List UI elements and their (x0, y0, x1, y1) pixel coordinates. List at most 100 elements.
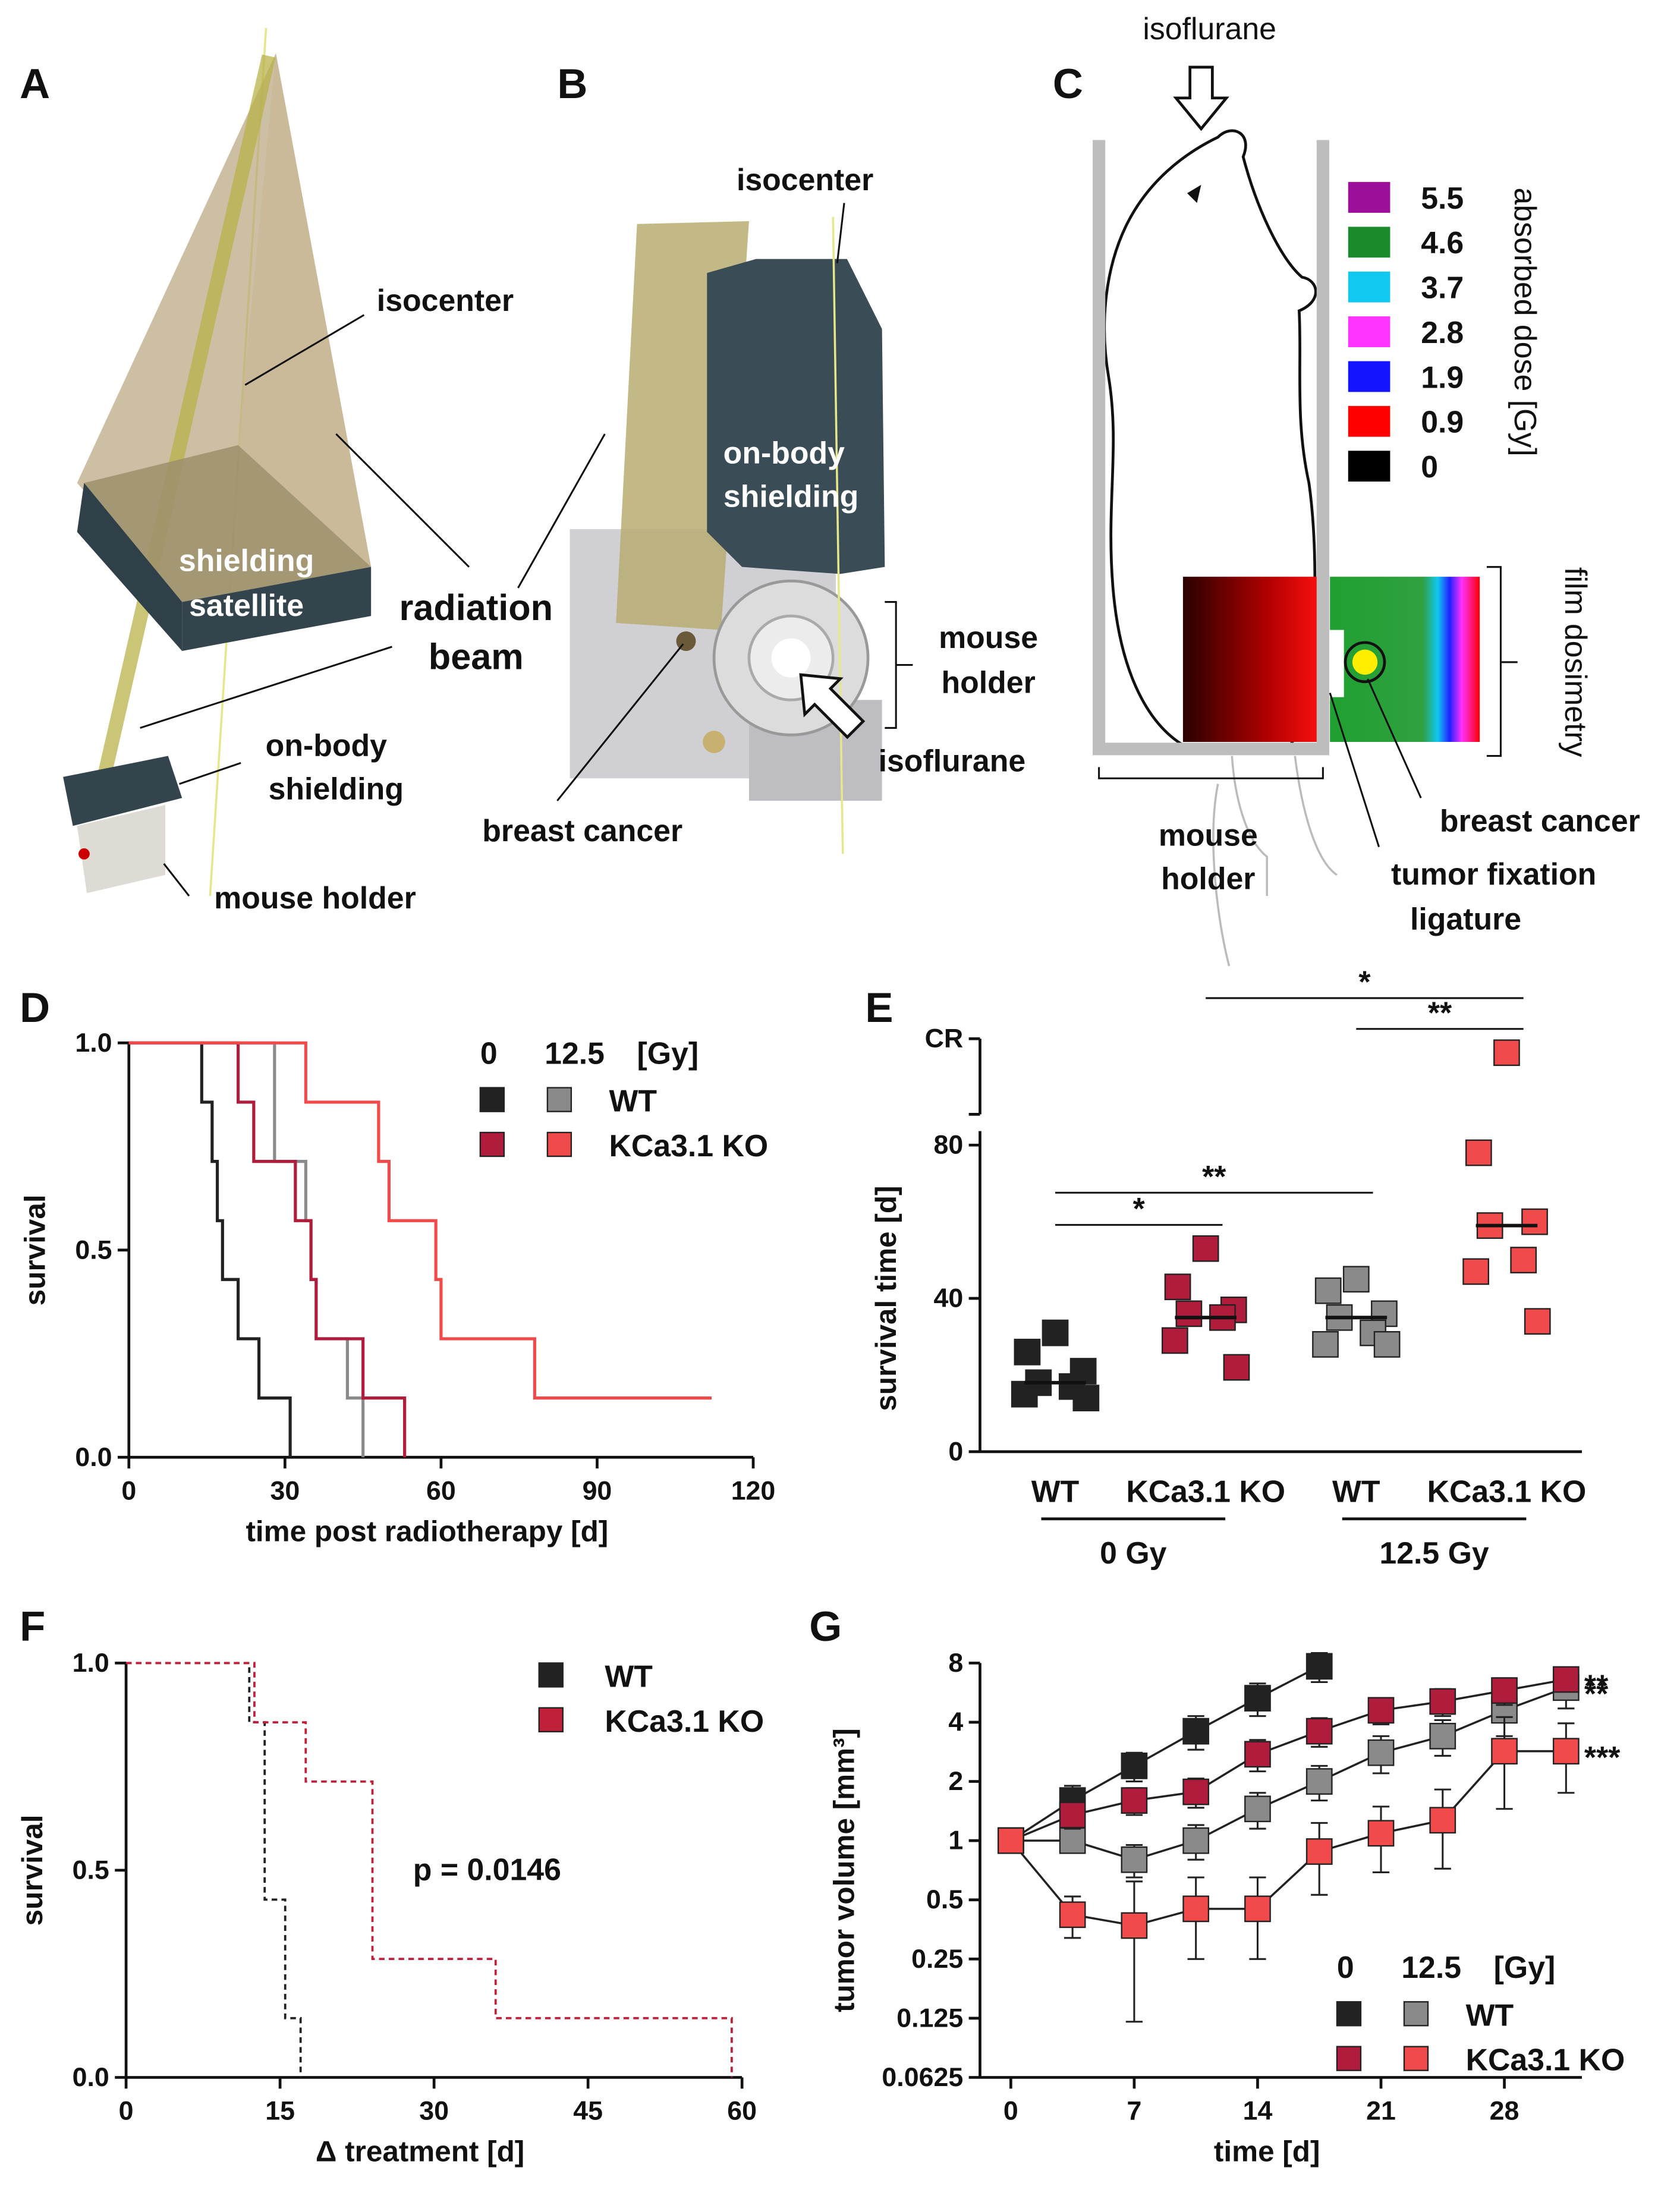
panel-label: A (20, 60, 50, 107)
beam-pyramid-face (238, 53, 372, 567)
x-tick-label: 0 (1003, 2096, 1018, 2125)
legend-swatch (1403, 2001, 1429, 2027)
point (1491, 1738, 1518, 1765)
point (1367, 1697, 1395, 1724)
y-tick-label: 0.5 (75, 1235, 112, 1264)
legend-label: 1.9 (1421, 360, 1464, 394)
mouse-eye (1187, 184, 1201, 203)
point (1367, 1739, 1395, 1766)
legend-swatch (479, 1087, 505, 1112)
label: mouse holder (214, 880, 416, 915)
legend-label: KCa3.1 KO (605, 1704, 764, 1738)
growth-line (1011, 1687, 1566, 1861)
label: satellite (189, 588, 304, 622)
legend-swatch (1403, 2046, 1429, 2071)
label: breast cancer (1440, 804, 1640, 838)
point (1182, 1895, 1210, 1923)
panel-label: F (20, 1603, 45, 1650)
legend-swatch (1348, 451, 1390, 482)
panel-label: B (557, 60, 587, 107)
point (1121, 1912, 1148, 1939)
legend-label: 3.7 (1421, 270, 1464, 305)
point (1312, 1331, 1339, 1358)
legend-label: WT (605, 1659, 653, 1693)
survival-curve (128, 1041, 712, 1400)
point (1244, 1895, 1271, 1923)
survival-curve (128, 1041, 365, 1458)
label: on-body (723, 435, 845, 470)
legend-header: 0 (1337, 1950, 1354, 1984)
film-right (1330, 577, 1480, 743)
point (1121, 1753, 1148, 1779)
film-left (1182, 577, 1323, 743)
mouse-holder-c (1093, 140, 1329, 756)
panel-label: D (20, 984, 50, 1031)
y-tick-label: 80 (933, 1131, 963, 1160)
y-tick-label: 0.0 (75, 1443, 112, 1472)
point (1305, 1768, 1333, 1795)
legend-title: absorbed dose [Gy] (1508, 188, 1543, 457)
y-axis-label: survival (19, 1194, 52, 1306)
point (1462, 1258, 1490, 1285)
y-axis-label: survival (16, 1814, 49, 1926)
legend-header: 12.5 (545, 1036, 605, 1071)
significance-label: ** (1584, 1676, 1609, 1711)
legend-swatch (546, 1131, 572, 1157)
significance-label: * (1133, 1191, 1146, 1226)
panel-label: G (809, 1603, 842, 1650)
dose-legend: 5.5 4.6 3.7 2.8 1.9 0.9 0 (1348, 181, 1464, 484)
chart-3: G 0.0625 0.125 0.25 0.5 1 2 4 8 0 7 14 21 28 time [d] t… (809, 1603, 1625, 2168)
point (1493, 1039, 1520, 1067)
point (1175, 1300, 1203, 1328)
point (1314, 1277, 1342, 1304)
survival-curve (128, 1041, 407, 1458)
x-tick-label: WT (1332, 1474, 1380, 1509)
satellite-left (77, 483, 183, 651)
x-tick-label: 28 (1490, 2096, 1519, 2125)
panel-label: E (865, 984, 893, 1031)
point (1182, 1778, 1210, 1805)
point (1162, 1327, 1188, 1354)
point (1244, 1741, 1271, 1768)
point (1373, 1331, 1401, 1358)
point (1342, 1266, 1370, 1293)
point (1429, 1688, 1456, 1715)
label: on-body (266, 728, 387, 763)
satellite-top (84, 445, 372, 602)
tumor-ring (1344, 641, 1386, 684)
legend-label: 5.5 (1421, 181, 1464, 215)
x-tick-label: 90 (583, 1476, 612, 1505)
mouse-holder-a (77, 804, 166, 894)
x-tick-label: 21 (1366, 2096, 1396, 2125)
growth-line (1010, 1678, 1566, 1842)
leader-lines (140, 314, 470, 896)
chart-1: E 0 40 80 survival time [d] CR WT KCa3.1 KO WT KC… (865, 965, 1586, 1571)
legend-header: [Gy] (637, 1036, 699, 1071)
chart-0: D 0.0 0.5 1.0 0 30 60 90 120 time post radiothera… (19, 984, 776, 1548)
label: isoflurane (1143, 11, 1276, 46)
significance-label: * (1358, 965, 1371, 999)
legend-label: 2.8 (1421, 315, 1464, 350)
point (1305, 1717, 1333, 1745)
label: mouse (939, 620, 1038, 655)
survival-curve (128, 1041, 292, 1458)
group-label: 12.5 Gy (1379, 1536, 1489, 1570)
legend-swatch (546, 1087, 572, 1112)
y-tick-label: 0.25 (911, 1945, 963, 1974)
point (1182, 1717, 1210, 1745)
y-tick-label: CR (925, 1024, 964, 1053)
isoflurane-arrow (799, 673, 866, 740)
legend-header: [Gy] (1494, 1950, 1556, 1984)
point (1072, 1385, 1100, 1411)
label: isocenter (737, 162, 873, 197)
point (1367, 1820, 1395, 1847)
y-tick-label: 2 (948, 1767, 963, 1796)
group-label: 0 Gy (1100, 1536, 1166, 1570)
survival-curve (126, 1662, 302, 2078)
label: ligature (1410, 902, 1521, 936)
point (1182, 1827, 1210, 1854)
legend-swatch (1348, 361, 1390, 392)
label: breast cancer (482, 813, 682, 848)
point (1429, 1807, 1456, 1834)
